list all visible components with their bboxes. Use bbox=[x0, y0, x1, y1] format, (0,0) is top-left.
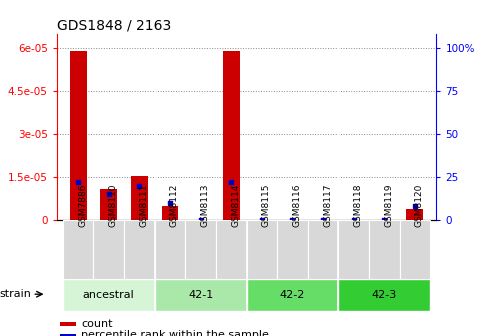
Point bbox=[319, 217, 327, 223]
Text: 42-3: 42-3 bbox=[372, 290, 397, 300]
Bar bbox=[338, 220, 369, 279]
Bar bbox=[63, 279, 155, 311]
Point bbox=[197, 217, 205, 223]
Text: GSM8114: GSM8114 bbox=[231, 184, 240, 227]
Text: 42-1: 42-1 bbox=[188, 290, 213, 300]
Bar bbox=[124, 220, 155, 279]
Point bbox=[74, 179, 82, 185]
Text: ancestral: ancestral bbox=[83, 290, 135, 300]
Text: 42-2: 42-2 bbox=[280, 290, 305, 300]
Bar bbox=[63, 220, 94, 279]
Text: GSM8111: GSM8111 bbox=[140, 184, 148, 227]
Bar bbox=[100, 188, 117, 220]
Bar bbox=[277, 220, 308, 279]
Point bbox=[227, 179, 235, 185]
Text: GSM8120: GSM8120 bbox=[415, 184, 424, 227]
Bar bbox=[155, 220, 185, 279]
Text: strain: strain bbox=[0, 289, 31, 299]
Point bbox=[380, 217, 388, 223]
Bar bbox=[369, 220, 399, 279]
Point bbox=[350, 217, 357, 223]
Text: GDS1848 / 2163: GDS1848 / 2163 bbox=[57, 18, 171, 33]
Text: GSM8115: GSM8115 bbox=[262, 184, 271, 227]
Bar bbox=[70, 51, 87, 220]
Point bbox=[258, 217, 266, 223]
Text: count: count bbox=[81, 319, 113, 329]
Text: GSM8119: GSM8119 bbox=[384, 184, 393, 227]
Bar bbox=[162, 206, 178, 220]
Bar bbox=[406, 209, 423, 220]
Bar bbox=[131, 176, 148, 220]
Bar bbox=[223, 51, 240, 220]
Bar bbox=[246, 279, 338, 311]
Point bbox=[411, 204, 419, 209]
Point bbox=[105, 192, 113, 197]
Bar bbox=[94, 220, 124, 279]
Text: GSM8116: GSM8116 bbox=[292, 184, 301, 227]
Text: percentile rank within the sample: percentile rank within the sample bbox=[81, 330, 269, 336]
Point bbox=[136, 183, 143, 188]
Text: GSM8112: GSM8112 bbox=[170, 184, 179, 227]
Bar bbox=[185, 220, 216, 279]
Bar bbox=[61, 322, 76, 326]
Text: GSM8117: GSM8117 bbox=[323, 184, 332, 227]
Bar bbox=[155, 279, 246, 311]
Bar bbox=[399, 220, 430, 279]
Bar bbox=[308, 220, 338, 279]
Text: GSM8113: GSM8113 bbox=[201, 184, 210, 227]
Point bbox=[166, 200, 174, 206]
Bar bbox=[246, 220, 277, 279]
Text: GSM7886: GSM7886 bbox=[78, 184, 87, 227]
Point bbox=[288, 217, 296, 223]
Bar bbox=[338, 279, 430, 311]
Text: GSM8118: GSM8118 bbox=[353, 184, 363, 227]
Bar bbox=[61, 334, 76, 336]
Text: GSM8110: GSM8110 bbox=[109, 184, 118, 227]
Bar bbox=[216, 220, 246, 279]
